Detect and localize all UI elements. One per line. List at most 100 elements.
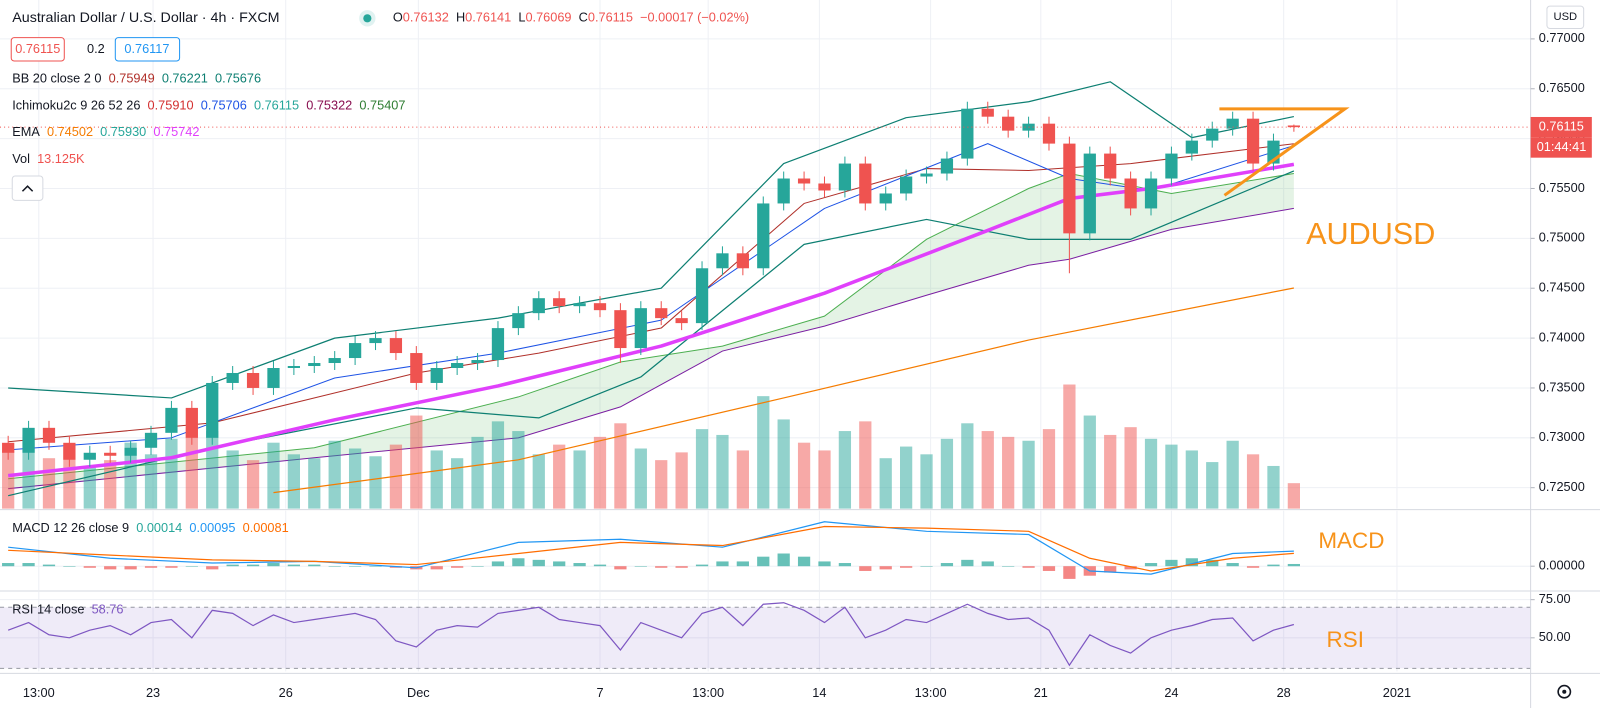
time-tick-label: 13:00 bbox=[692, 685, 724, 700]
macd-histogram-bar bbox=[1063, 566, 1076, 579]
macd-histogram-bar bbox=[165, 566, 178, 568]
volume-bar bbox=[859, 421, 872, 509]
volume-bar bbox=[42, 458, 56, 509]
volume-bar bbox=[308, 458, 321, 509]
candle-body bbox=[1124, 178, 1137, 209]
ohlc-label: L bbox=[518, 10, 525, 25]
candle-body bbox=[2, 442, 15, 453]
bid-box[interactable] bbox=[10, 37, 65, 62]
price-tick-label: 0.75000 bbox=[1539, 230, 1585, 245]
volume-bar bbox=[2, 450, 15, 509]
candle-body bbox=[797, 178, 811, 184]
candle-body bbox=[736, 253, 749, 269]
macd-histogram-bar bbox=[736, 561, 749, 567]
macd-histogram-bar bbox=[246, 564, 260, 567]
price-tick-label: 0.74000 bbox=[1539, 329, 1585, 344]
indicator-value: 0.00081 bbox=[243, 520, 289, 535]
indicator-line bbox=[8, 143, 1294, 443]
volume-bar bbox=[900, 446, 913, 509]
indicator-name: Ichimoku2c 9 26 52 26 bbox=[12, 98, 140, 113]
candle-body bbox=[593, 303, 607, 311]
price-tick-label: 0.77000 bbox=[1539, 30, 1585, 45]
time-tick-label: 13:00 bbox=[23, 685, 55, 700]
triangle-drawing[interactable] bbox=[1219, 107, 1350, 197]
macd-histogram-bar bbox=[838, 563, 852, 567]
macd-histogram-bar bbox=[287, 564, 300, 567]
candle-body bbox=[900, 176, 913, 194]
candle-body bbox=[981, 108, 994, 117]
candle-body bbox=[144, 432, 158, 448]
macd-histogram-bar bbox=[144, 566, 158, 568]
volume-bar bbox=[491, 421, 505, 509]
currency: USD bbox=[1553, 11, 1577, 23]
collapse-legend-button[interactable] bbox=[11, 175, 44, 201]
macd-histogram-bar bbox=[1124, 566, 1137, 570]
macd-histogram-bar bbox=[206, 566, 219, 570]
volume-bar bbox=[1042, 429, 1056, 509]
macd-histogram-bar bbox=[716, 561, 729, 567]
candle-body bbox=[83, 452, 96, 460]
time-tick-label: 21 bbox=[1034, 685, 1048, 700]
candle-body bbox=[1287, 125, 1300, 128]
volume-bar bbox=[675, 452, 688, 509]
indicator-value: 0.75407 bbox=[359, 98, 405, 113]
price-tick-label: 0.72500 bbox=[1539, 479, 1585, 494]
macd-histogram-bar bbox=[879, 566, 892, 570]
macd-histogram-bar bbox=[1267, 564, 1280, 567]
volume-bar bbox=[1002, 436, 1015, 509]
macd-histogram-bar bbox=[900, 566, 913, 568]
volume-bar bbox=[797, 442, 811, 509]
candle-body bbox=[185, 407, 198, 438]
candle-body bbox=[879, 193, 892, 204]
volume-bar bbox=[920, 454, 933, 509]
volume-bar bbox=[1267, 465, 1280, 509]
volume-bar bbox=[757, 396, 770, 509]
ichimoku-cloud bbox=[8, 173, 1294, 489]
volume-bar bbox=[512, 431, 525, 509]
candle-body bbox=[859, 163, 872, 204]
market-status-dot[interactable] bbox=[363, 14, 372, 23]
candle-body bbox=[757, 203, 770, 269]
candle-body bbox=[920, 173, 933, 177]
candle-body bbox=[22, 427, 35, 453]
candle-body bbox=[777, 178, 790, 204]
rsi-line bbox=[7, 602, 1295, 667]
macd-histogram-bar bbox=[675, 566, 688, 568]
volume-bar bbox=[838, 431, 852, 509]
macd-histogram-bar bbox=[308, 564, 321, 567]
settings-icon[interactable] bbox=[1557, 684, 1572, 699]
indicator-value: 0.74502 bbox=[47, 125, 93, 140]
macd-histogram-bar bbox=[2, 563, 15, 567]
volume-bar bbox=[981, 431, 994, 509]
candle-body bbox=[1104, 153, 1117, 179]
ask-box[interactable] bbox=[114, 37, 181, 62]
volume-bar bbox=[1287, 483, 1300, 509]
ohlc-value: 0.76132 bbox=[403, 10, 449, 25]
macd-histogram-bar bbox=[1185, 558, 1198, 567]
candle-body bbox=[716, 253, 729, 269]
indicator-value: 0.75742 bbox=[153, 125, 199, 140]
ohlc-value: 0.76115 bbox=[588, 10, 633, 25]
candle-body bbox=[267, 368, 280, 388]
candle-body bbox=[1206, 128, 1219, 141]
settings-icon-center bbox=[1562, 689, 1567, 694]
last-price-label: 0.76115 bbox=[1539, 119, 1584, 134]
volume-bar bbox=[287, 454, 300, 509]
currency-box[interactable] bbox=[1546, 5, 1585, 29]
symbol-title: Australian Dollar / U.S. Dollar · 4h · F… bbox=[12, 10, 279, 26]
time-tick-label: 13:00 bbox=[915, 685, 947, 700]
indicator-value: 0.76221 bbox=[162, 71, 208, 86]
volume-bar bbox=[226, 450, 239, 509]
macd-histogram-bar bbox=[614, 566, 627, 570]
candle-body bbox=[1246, 118, 1260, 164]
macd-histogram-bar bbox=[104, 566, 117, 570]
volume-bar bbox=[246, 460, 260, 509]
macd-histogram-bar bbox=[1104, 566, 1117, 573]
candle-body bbox=[1042, 123, 1056, 144]
macd-histogram-bar bbox=[226, 564, 239, 567]
candle-body bbox=[1002, 116, 1015, 131]
annotation: RSI bbox=[1327, 627, 1364, 652]
volume-bar bbox=[634, 448, 647, 509]
